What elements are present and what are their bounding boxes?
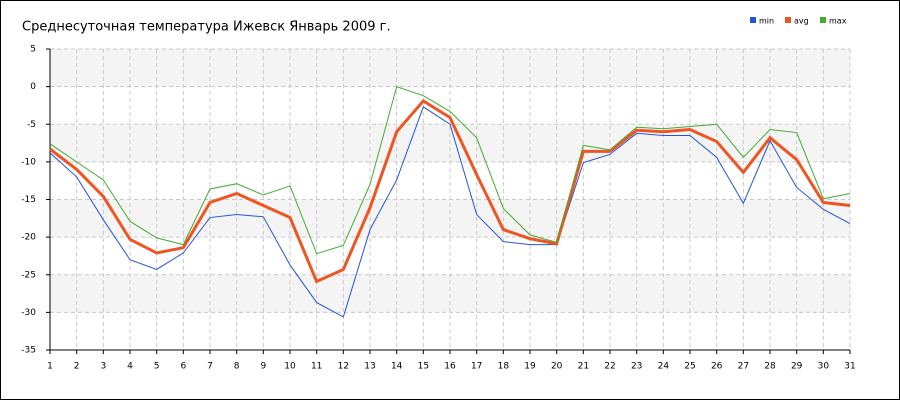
y-tick-label: -10: [21, 157, 36, 167]
series-line: [49, 106, 851, 318]
x-tick-label: 18: [498, 362, 510, 372]
x-tick-label: 12: [338, 362, 349, 372]
x-tick-label: 23: [631, 362, 642, 372]
x-tick-label: 26: [711, 362, 723, 372]
x-tick-label: 9: [260, 362, 266, 372]
y-tick-label: 5: [30, 45, 36, 55]
x-tick-label: 2: [74, 362, 80, 372]
y-tick-label: -35: [21, 346, 36, 356]
x-tick-label: 17: [471, 362, 482, 372]
legend-label: max: [829, 17, 847, 26]
chart-title: Среднесуточная температура Ижевск Январь…: [22, 20, 391, 35]
x-tick-label: 6: [180, 362, 186, 372]
x-tick-label: 13: [364, 362, 375, 372]
x-tick-label: 27: [738, 362, 749, 372]
x-tick-label: 30: [818, 362, 830, 372]
legend-label: avg: [794, 17, 809, 26]
x-tick-label: 10: [284, 362, 296, 372]
x-tick-label: 11: [311, 362, 322, 372]
y-tick-label: 0: [30, 82, 36, 92]
x-tick-label: 22: [604, 362, 615, 372]
legend-label: min: [759, 17, 774, 26]
x-tick-label: 16: [444, 362, 456, 372]
x-tick-label: 5: [154, 362, 160, 372]
x-tick-label: 28: [764, 362, 776, 372]
y-tick-label: -25: [21, 270, 36, 280]
x-tick-label: 21: [578, 362, 589, 372]
legend-swatch: [820, 17, 826, 23]
x-tick-label: 15: [418, 362, 429, 372]
x-tick-label: 8: [234, 362, 240, 372]
series-line: [49, 98, 851, 284]
x-tick-label: 14: [391, 362, 403, 372]
x-tick-label: 3: [100, 362, 106, 372]
legend-swatch: [750, 17, 756, 23]
y-tick-label: -15: [21, 195, 36, 205]
x-tick-label: 1: [47, 362, 53, 372]
x-tick-label: 20: [551, 362, 563, 372]
y-tick-label: -5: [27, 120, 36, 130]
x-tick-label: 24: [658, 362, 670, 372]
y-tick-label: -30: [21, 308, 36, 318]
y-tick-label: -20: [21, 233, 36, 243]
x-tick-label: 7: [207, 362, 213, 372]
legend-swatch: [785, 17, 791, 23]
x-tick-label: 19: [524, 362, 536, 372]
x-tick-label: 4: [127, 362, 133, 372]
series-line: [49, 85, 851, 255]
x-tick-label: 29: [791, 362, 803, 372]
x-tick-label: 31: [844, 362, 855, 372]
x-tick-label: 25: [684, 362, 695, 372]
